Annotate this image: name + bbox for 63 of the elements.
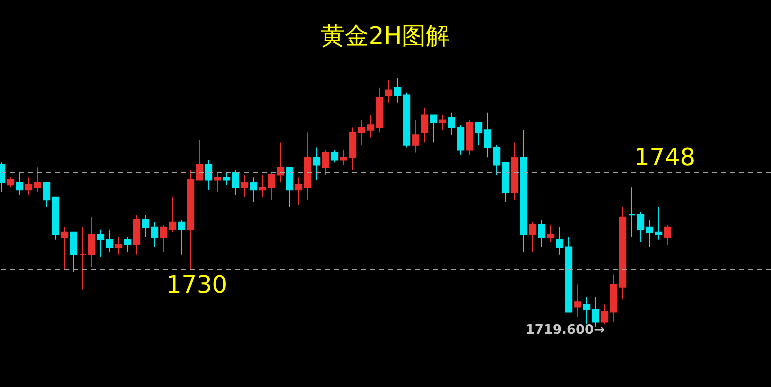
candlestick [646,219,654,248]
candlestick [421,107,429,144]
candlestick [88,216,96,268]
candlestick [124,236,132,253]
candlestick [43,182,51,208]
candlestick [259,174,267,198]
candlestick [628,187,636,238]
candlestick [286,167,294,208]
candlestick [412,120,420,154]
candlestick [196,140,204,181]
candlestick [430,114,438,144]
candlestick [232,170,240,196]
candlestick [34,167,42,194]
candlestick [151,222,159,248]
candlestick [637,212,645,243]
candlestick [178,219,186,256]
candlestick [205,160,213,191]
candlestick [529,222,537,253]
candlestick [25,177,33,196]
candlestick [385,80,393,104]
candlestick [655,207,663,240]
candlestick [268,172,276,201]
candlestick [313,147,321,181]
candlestick [160,224,168,253]
candlestick [583,296,591,326]
candlestick [79,226,87,290]
candlestick [448,112,456,136]
candlestick [457,124,465,156]
candlestick [331,150,339,164]
candlestick [439,114,447,131]
candlestick [61,226,69,270]
candlestick [214,172,222,194]
candlestick [367,114,375,138]
candlestick [115,236,123,256]
candlestick [16,172,24,196]
candlestick [358,120,366,146]
annotation: 1748 [634,144,696,172]
candlestick [538,219,546,248]
candlestick [70,232,78,273]
candlestick [142,214,150,238]
candlestick [241,174,249,198]
candlestick [556,226,564,256]
candlestick [493,144,501,176]
annotation: 1719.600→ [526,323,606,338]
candlestick [322,150,330,176]
candlestick [169,197,177,233]
chart-title: 黄金2H图解 [320,22,450,50]
candlestick [250,177,258,204]
candlestick [106,229,114,253]
candlestick [484,112,492,158]
candlestick [547,224,555,243]
candlestick [223,172,231,186]
candlestick [97,229,105,258]
candlestick [340,150,348,166]
candlestick [664,224,672,246]
candlestick [574,284,582,318]
candlestick [277,142,285,184]
candlestick [295,177,303,206]
candlestick [601,304,609,326]
candlestick [475,122,483,146]
candlestick [7,177,15,188]
annotation: 1730 [166,270,228,299]
candlestick [394,77,402,104]
